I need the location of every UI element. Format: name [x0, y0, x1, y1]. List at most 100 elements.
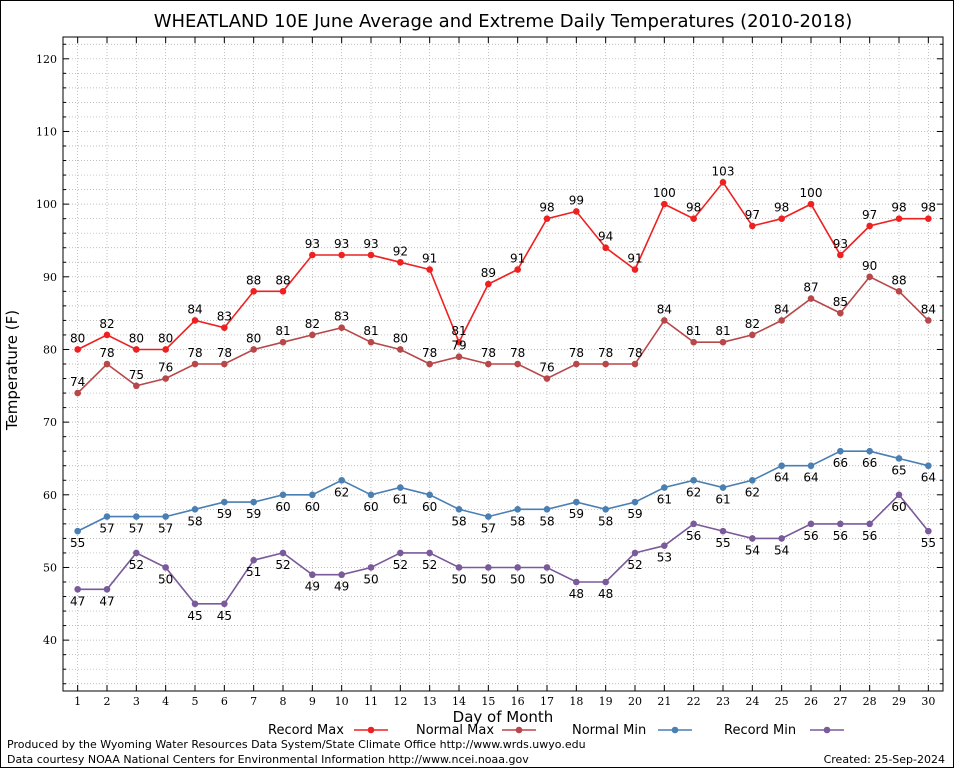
data-label: 65 [891, 463, 906, 477]
data-label: 80 [158, 331, 173, 345]
data-point [162, 513, 169, 520]
data-label: 57 [99, 522, 114, 536]
data-point [631, 498, 639, 506]
data-label: 54 [745, 543, 760, 557]
data-point [455, 338, 463, 346]
data-point [925, 527, 932, 535]
data-point [338, 476, 345, 484]
data-label: 66 [862, 456, 877, 470]
x-tick-label: 2 [104, 695, 111, 708]
y-tick-label: 80 [43, 343, 57, 356]
data-point [367, 564, 375, 571]
data-label: 82 [99, 317, 114, 331]
legend-label: Record Max [268, 723, 344, 738]
data-point [103, 585, 111, 593]
data-point [338, 571, 345, 579]
x-tick-label: 3 [133, 695, 140, 708]
data-label: 60 [891, 500, 906, 514]
data-label: 78 [187, 346, 202, 360]
data-point [485, 513, 492, 520]
data-label: 55 [70, 536, 85, 550]
x-tick-label: 28 [863, 695, 877, 708]
data-point [661, 542, 668, 549]
data-label: 78 [510, 346, 525, 360]
data-point [455, 353, 463, 361]
data-label: 81 [363, 324, 378, 338]
data-label: 48 [598, 587, 613, 601]
data-point [455, 506, 463, 513]
legend-label: Record Min [724, 723, 796, 738]
data-point [250, 498, 257, 506]
x-tick-label: 20 [628, 695, 642, 708]
data-point [103, 513, 111, 520]
data-point [749, 535, 756, 542]
data-label: 58 [598, 514, 613, 528]
data-point [690, 338, 697, 346]
data-point [133, 513, 140, 520]
data-point [602, 506, 609, 513]
data-label: 83 [334, 310, 349, 324]
data-label: 94 [598, 230, 613, 244]
series-line-normal-max [77, 275, 929, 394]
data-point [74, 346, 81, 353]
data-point [778, 462, 785, 470]
data-point [514, 506, 521, 513]
data-point [485, 360, 492, 368]
data-label: 90 [862, 259, 877, 273]
data-point [661, 317, 668, 324]
data-point [866, 222, 873, 230]
data-point [925, 215, 932, 222]
data-label: 60 [422, 500, 437, 514]
data-point [690, 520, 697, 528]
data-label: 61 [715, 493, 730, 507]
data-point [631, 549, 639, 557]
x-tick-label: 6 [221, 695, 228, 708]
data-point [690, 476, 697, 484]
x-tick-label: 15 [481, 695, 495, 708]
data-point [573, 208, 580, 215]
data-point [778, 215, 785, 222]
data-label: 62 [334, 485, 349, 499]
data-point [778, 535, 785, 542]
data-point [895, 288, 903, 295]
x-tick-label: 30 [921, 695, 935, 708]
data-label: 57 [129, 522, 144, 536]
x-tick-label: 26 [804, 695, 818, 708]
data-point [807, 462, 815, 470]
data-point [455, 564, 463, 571]
data-point [895, 215, 903, 222]
data-point [543, 375, 551, 382]
data-label: 88 [275, 273, 290, 287]
data-label: 81 [686, 324, 701, 338]
legend-marker [823, 726, 831, 734]
data-label: 50 [451, 572, 466, 586]
data-point [250, 288, 257, 295]
data-label: 59 [627, 507, 642, 521]
data-label: 89 [481, 266, 496, 280]
data-label: 78 [598, 346, 613, 360]
data-label: 64 [774, 471, 789, 485]
data-label: 84 [774, 302, 789, 316]
data-label: 59 [217, 507, 232, 521]
data-label: 53 [657, 551, 672, 565]
data-label: 98 [921, 201, 936, 215]
data-label: 100 [800, 186, 823, 200]
y-tick-label: 70 [43, 416, 57, 429]
data-point [133, 382, 140, 390]
x-tick-label: 22 [687, 695, 701, 708]
data-point [749, 476, 756, 484]
x-tick-label: 24 [745, 695, 759, 708]
data-point [279, 549, 287, 557]
data-point [895, 455, 903, 462]
x-tick-label: 21 [657, 695, 671, 708]
data-label: 91 [422, 252, 437, 266]
data-point [103, 360, 111, 368]
data-point [367, 491, 375, 499]
data-label: 80 [393, 331, 408, 345]
data-label: 52 [129, 558, 144, 572]
data-label: 51 [246, 565, 261, 579]
data-label: 98 [891, 201, 906, 215]
data-label: 88 [246, 273, 261, 287]
data-point [661, 200, 668, 208]
data-label: 49 [305, 580, 320, 594]
